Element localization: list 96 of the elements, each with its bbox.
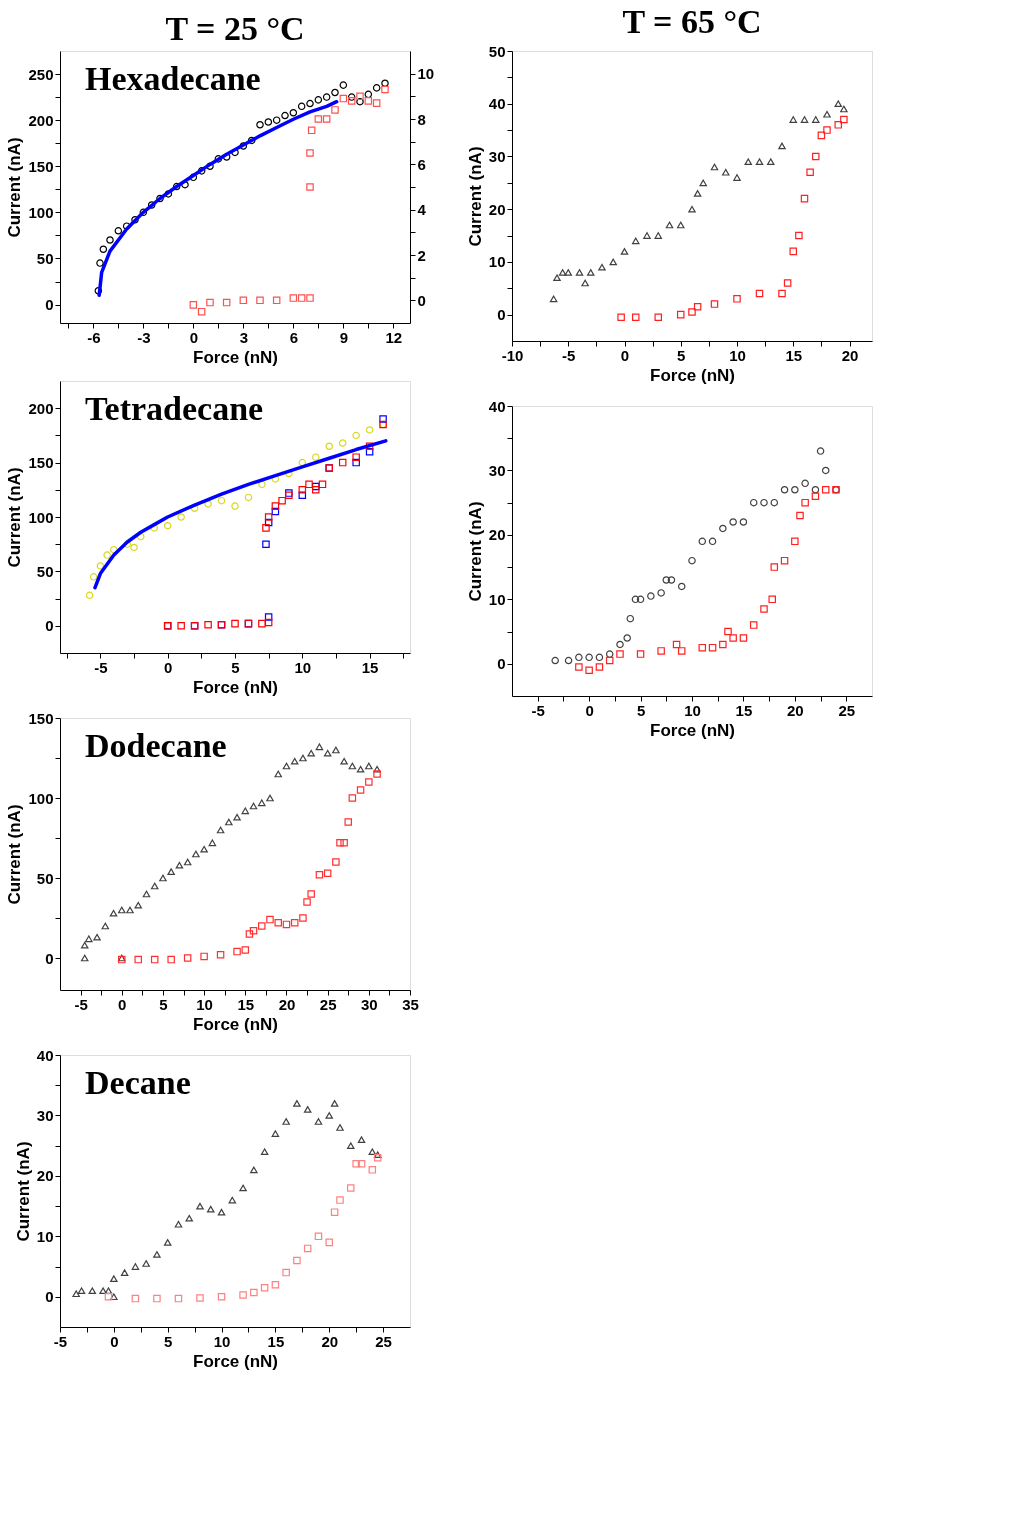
y-tick-label: 0 — [45, 949, 54, 967]
x-tick-label: 5 — [677, 346, 686, 364]
chart-title: T = 65 °C — [622, 3, 762, 40]
x-tick-label: -5 — [94, 658, 108, 676]
y-tick-label: 20 — [488, 526, 506, 544]
x-tick-label: 0 — [164, 658, 173, 676]
y-axis-title: Current (nA) — [5, 137, 25, 238]
x-tick-label: 20 — [278, 995, 296, 1013]
x-tick-label: 25 — [319, 995, 337, 1013]
x-tick-label: 15 — [267, 1332, 285, 1350]
x-tick-label: -3 — [137, 328, 151, 346]
x-tick-label: 0 — [620, 346, 630, 364]
x-tick-label: 5 — [164, 1332, 173, 1350]
chart-title: T = 25 °C — [165, 10, 305, 47]
y-tick-label: 200 — [28, 399, 54, 417]
y-tick-label: 30 — [488, 461, 506, 479]
x-tick-label: -6 — [87, 328, 101, 346]
annotation: Tetradecane — [85, 390, 264, 427]
x-tick-label: 10 — [213, 1332, 231, 1350]
x-tick-label: 0 — [189, 328, 199, 346]
x-tick-label: 10 — [196, 995, 213, 1013]
x-tick-label: 15 — [735, 701, 753, 719]
x-axis-title: Force (nN) — [193, 1014, 278, 1034]
y-tick-label: 0 — [45, 617, 54, 635]
y-tick-label: 30 — [36, 1106, 54, 1124]
x-tick-label: 12 — [385, 328, 403, 346]
x-tick-label: 10 — [294, 658, 312, 676]
y2-tick-label: 4 — [417, 201, 427, 219]
y-tick-label: 50 — [36, 562, 54, 580]
y-tick-label: 10 — [488, 253, 506, 271]
annotation: Hexadecane — [85, 60, 261, 97]
x-tick-label: 9 — [339, 328, 349, 346]
x-tick-label: 20 — [787, 701, 804, 719]
y-tick-label: 20 — [36, 1167, 54, 1185]
x-tick-label: 15 — [361, 658, 379, 676]
x-axis-title: Force (nN) — [650, 365, 735, 385]
y-tick-label: 200 — [28, 111, 54, 129]
y-tick-label: 100 — [28, 203, 54, 221]
y-tick-label: 50 — [488, 42, 506, 60]
x-tick-label: 0 — [585, 701, 594, 719]
y-tick-label: 250 — [28, 65, 54, 83]
y-tick-label: 40 — [488, 95, 506, 113]
y-tick-label: 20 — [488, 200, 506, 218]
y-tick-label: 50 — [36, 249, 54, 267]
x-tick-label: -10 — [501, 346, 524, 364]
y-tick-label: 0 — [45, 1288, 54, 1306]
x-tick-label: 5 — [636, 701, 646, 719]
y2-tick-label: 0 — [417, 291, 426, 309]
x-tick-label: 5 — [159, 995, 168, 1013]
x-axis-title: Force (nN) — [193, 1351, 278, 1371]
y2-tick-label: 6 — [417, 155, 426, 173]
x-tick-label: 10 — [684, 701, 701, 719]
y2-tick-label: 10 — [417, 65, 435, 83]
y-tick-label: 150 — [28, 454, 54, 472]
x-tick-label: 25 — [375, 1332, 392, 1350]
x-axis-title: Force (nN) — [650, 720, 735, 740]
y-tick-label: 40 — [36, 1046, 54, 1064]
x-tick-label: -5 — [531, 701, 545, 719]
x-tick-label: 35 — [402, 995, 419, 1013]
x-tick-label: -5 — [562, 346, 576, 364]
x-tick-label: 0 — [110, 1332, 119, 1350]
x-tick-label: 20 — [321, 1332, 339, 1350]
y-axis-title: Current (nA) — [5, 804, 25, 905]
y-tick-label: 150 — [28, 709, 54, 727]
x-tick-label: 3 — [239, 328, 249, 346]
y2-tick-label: 8 — [417, 110, 426, 128]
x-tick-label: 30 — [360, 995, 378, 1013]
y-tick-label: 100 — [28, 789, 54, 807]
x-tick-label: 6 — [289, 328, 299, 346]
y-axis-title: Current (nA) — [5, 467, 25, 568]
y-tick-label: 10 — [36, 1227, 54, 1245]
y-tick-label: 0 — [45, 296, 54, 314]
x-tick-label: 25 — [838, 701, 856, 719]
y2-tick-label: 2 — [417, 246, 426, 264]
x-tick-label: 15 — [237, 995, 255, 1013]
y-tick-label: 50 — [36, 869, 54, 887]
y-tick-label: 150 — [28, 157, 54, 175]
x-axis-title: Force (nN) — [193, 677, 278, 697]
y-tick-label: 40 — [488, 397, 506, 415]
x-tick-label: 20 — [841, 346, 859, 364]
y-tick-label: 100 — [28, 508, 54, 526]
x-tick-label: -5 — [53, 1332, 68, 1350]
y-tick-label: 30 — [488, 147, 506, 165]
y-tick-label: 0 — [497, 306, 506, 324]
x-tick-label: 10 — [729, 346, 746, 364]
annotation: Decane — [85, 1064, 191, 1101]
annotation: Dodecane — [85, 727, 227, 764]
y-axis-title: Current (nA) — [465, 501, 485, 602]
x-tick-label: 0 — [118, 995, 127, 1013]
x-axis-title: Force (nN) — [193, 347, 278, 367]
y-tick-label: 10 — [488, 590, 506, 608]
x-tick-label: -5 — [74, 995, 88, 1013]
x-tick-label: 15 — [785, 346, 803, 364]
x-tick-label: 5 — [231, 658, 240, 676]
y-axis-title: Current (nA) — [465, 146, 485, 247]
y-axis-title: Current (nA) — [13, 1141, 33, 1242]
